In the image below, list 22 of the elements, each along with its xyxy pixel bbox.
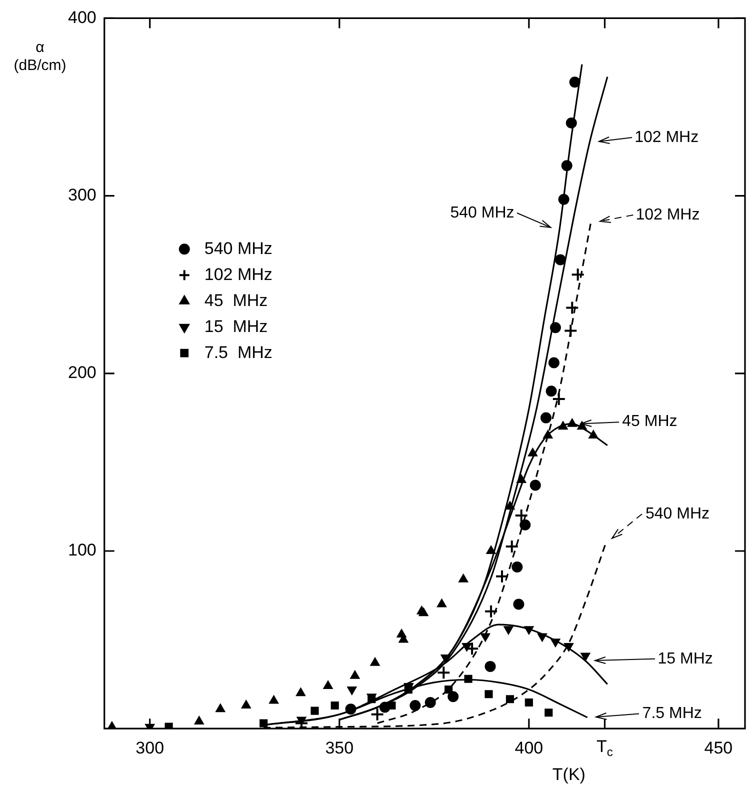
y-tick-label: 300 [68, 185, 96, 204]
legend-label: 15 MHz [658, 650, 713, 668]
text: 540 MHz [646, 505, 710, 522]
x-tick-label: 400 [514, 738, 544, 758]
x-axis-title: T(K) [552, 764, 586, 784]
legend-label: 102 MHz [636, 206, 700, 224]
y-tick-label: 400 [68, 8, 96, 27]
y-tick-label: 100 [68, 540, 96, 560]
legend-label: 102 MHz [204, 264, 272, 284]
x-tick-label: 300 [136, 738, 164, 758]
x-tick-label: 350 [325, 738, 354, 758]
legend-label: 7.5 MHz [204, 342, 272, 362]
legend-label: 45 MHz [204, 290, 268, 310]
legend-label: 540 MHz [204, 238, 272, 258]
x-tick-label: 450 [704, 738, 733, 758]
legend-label: 45 MHz [622, 413, 678, 430]
y-tick-label: 200 [68, 363, 96, 382]
legend-label: 7.5 MHz [642, 704, 702, 722]
y-axis-title: α (dB/cm) [14, 38, 66, 74]
legend-label: 102 MHz [634, 128, 699, 146]
legend-label: 15 MHz [204, 316, 268, 336]
text: 540 MHz [450, 204, 514, 222]
